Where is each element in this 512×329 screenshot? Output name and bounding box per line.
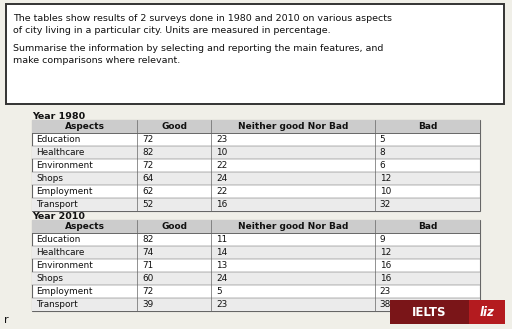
Text: IELTS: IELTS: [412, 306, 447, 318]
Text: of city living in a particular city. Units are measured in percentage.: of city living in a particular city. Uni…: [13, 26, 331, 35]
Text: 10: 10: [380, 187, 391, 196]
FancyBboxPatch shape: [32, 298, 480, 311]
Text: 52: 52: [142, 200, 154, 209]
Text: Environment: Environment: [36, 161, 93, 170]
Text: 23: 23: [216, 300, 227, 309]
Text: 23: 23: [216, 135, 227, 144]
Text: 9: 9: [380, 235, 386, 244]
FancyBboxPatch shape: [32, 220, 480, 311]
Text: Environment: Environment: [36, 261, 93, 270]
Text: Year 2010: Year 2010: [32, 212, 85, 221]
Text: 72: 72: [142, 161, 154, 170]
Text: Employment: Employment: [36, 287, 93, 296]
Text: 60: 60: [142, 274, 154, 283]
Text: make comparisons where relevant.: make comparisons where relevant.: [13, 56, 180, 65]
Text: Aspects: Aspects: [65, 122, 104, 131]
Text: r: r: [4, 315, 9, 325]
Text: 16: 16: [380, 261, 391, 270]
Text: 32: 32: [380, 200, 391, 209]
Text: 72: 72: [142, 287, 154, 296]
FancyBboxPatch shape: [32, 172, 480, 185]
Text: Bad: Bad: [418, 222, 437, 231]
Text: 64: 64: [142, 174, 154, 183]
Text: Year 1980: Year 1980: [32, 112, 85, 121]
FancyBboxPatch shape: [32, 146, 480, 159]
Text: 74: 74: [142, 248, 154, 257]
FancyBboxPatch shape: [32, 246, 480, 259]
Text: Healthcare: Healthcare: [36, 148, 84, 157]
Text: 14: 14: [216, 248, 227, 257]
Text: Shops: Shops: [36, 174, 63, 183]
FancyBboxPatch shape: [32, 120, 480, 211]
FancyBboxPatch shape: [32, 120, 480, 133]
Text: 62: 62: [142, 187, 154, 196]
Text: Employment: Employment: [36, 187, 93, 196]
Text: Neither good Nor Bad: Neither good Nor Bad: [238, 222, 348, 231]
Text: 71: 71: [142, 261, 154, 270]
Text: 23: 23: [380, 287, 391, 296]
Text: 8: 8: [380, 148, 386, 157]
Text: 24: 24: [216, 274, 227, 283]
Text: 22: 22: [216, 187, 227, 196]
Text: 5: 5: [216, 287, 222, 296]
Text: Good: Good: [161, 122, 187, 131]
Text: Education: Education: [36, 235, 80, 244]
Text: 13: 13: [216, 261, 227, 270]
FancyBboxPatch shape: [32, 220, 480, 233]
Text: Bad: Bad: [418, 122, 437, 131]
FancyBboxPatch shape: [6, 4, 504, 104]
Text: 10: 10: [216, 148, 227, 157]
Text: Transport: Transport: [36, 200, 78, 209]
Text: 5: 5: [380, 135, 386, 144]
Text: 12: 12: [380, 248, 391, 257]
Text: Healthcare: Healthcare: [36, 248, 84, 257]
FancyBboxPatch shape: [469, 300, 505, 324]
Text: Summarise the information by selecting and reporting the main features, and: Summarise the information by selecting a…: [13, 44, 383, 53]
Text: Transport: Transport: [36, 300, 78, 309]
Text: 6: 6: [380, 161, 386, 170]
Text: Neither good Nor Bad: Neither good Nor Bad: [238, 122, 348, 131]
Text: Aspects: Aspects: [65, 222, 104, 231]
Text: liz: liz: [480, 306, 495, 318]
Text: 82: 82: [142, 148, 154, 157]
Text: 11: 11: [216, 235, 227, 244]
Text: Shops: Shops: [36, 274, 63, 283]
Text: 72: 72: [142, 135, 154, 144]
Text: 38: 38: [380, 300, 391, 309]
Text: 24: 24: [216, 174, 227, 183]
FancyBboxPatch shape: [32, 198, 480, 211]
Text: 39: 39: [142, 300, 154, 309]
Text: 12: 12: [380, 174, 391, 183]
Text: 22: 22: [216, 161, 227, 170]
Text: The tables show results of 2 surveys done in 1980 and 2010 on various aspects: The tables show results of 2 surveys don…: [13, 14, 392, 23]
Text: Good: Good: [161, 222, 187, 231]
FancyBboxPatch shape: [32, 272, 480, 285]
FancyBboxPatch shape: [390, 300, 505, 324]
Text: 82: 82: [142, 235, 154, 244]
Text: Education: Education: [36, 135, 80, 144]
Text: 16: 16: [380, 274, 391, 283]
Text: 16: 16: [216, 200, 227, 209]
